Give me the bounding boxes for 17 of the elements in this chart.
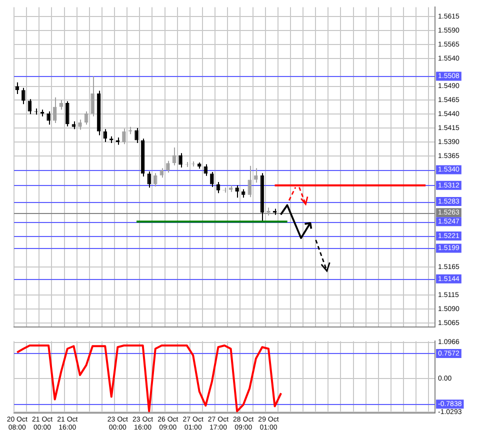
candlestick bbox=[248, 165, 252, 198]
candlestick bbox=[178, 152, 182, 168]
candlestick bbox=[166, 160, 170, 174]
candlestick bbox=[59, 100, 64, 110]
candlestick bbox=[153, 172, 158, 187]
candlestick bbox=[78, 119, 82, 130]
candlestick bbox=[235, 184, 239, 198]
candlestick bbox=[134, 128, 138, 144]
candlestick bbox=[147, 170, 151, 188]
candlestick bbox=[122, 128, 126, 145]
candlestick bbox=[66, 100, 70, 127]
candlestick bbox=[90, 76, 94, 117]
candlestick bbox=[22, 87, 26, 105]
candlestick bbox=[254, 168, 258, 184]
candlestick bbox=[103, 128, 107, 142]
candlestick bbox=[46, 110, 50, 126]
candlestick bbox=[210, 172, 214, 188]
